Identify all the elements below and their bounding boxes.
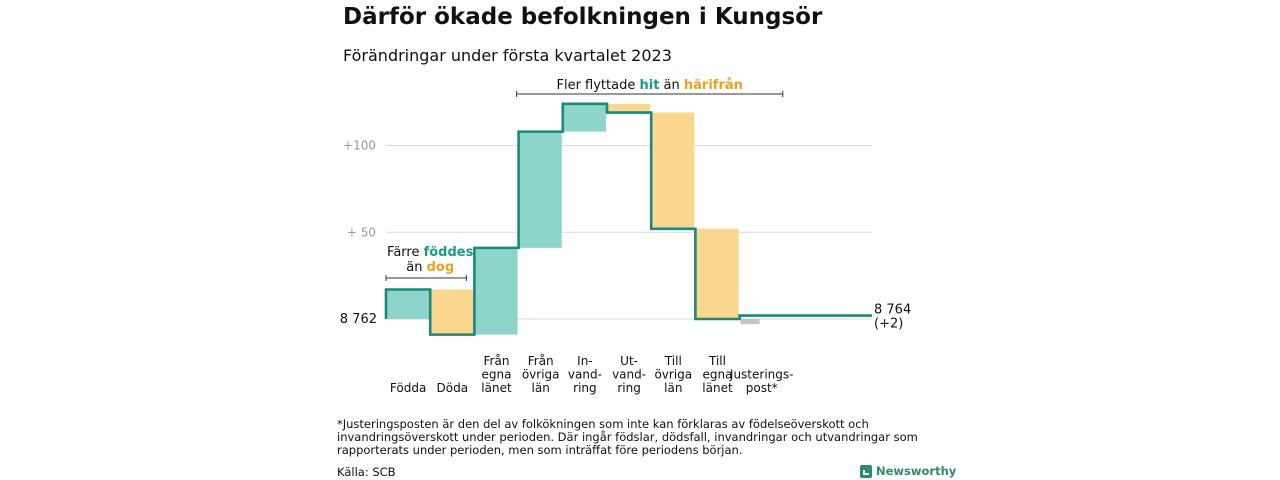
brand-name: Newsworthy: [876, 464, 957, 478]
footnote: *Justeringsposten är den del av folkökni…: [337, 417, 918, 457]
category-label: Från: [528, 354, 554, 368]
category-label: Justerings-: [729, 368, 794, 382]
step-line: [384, 102, 872, 336]
bar-decrease: [652, 112, 695, 229]
category-label: egna: [482, 368, 512, 382]
category-label: ring: [573, 381, 597, 395]
annotation-migration: Fler flyttade hit än härifrån: [556, 78, 742, 93]
y-tick-label: + 50: [347, 225, 376, 239]
annotation-birth-line1: Färre föddes: [387, 245, 474, 260]
category-label: Födda: [390, 381, 426, 395]
bar-adjustment: [740, 319, 760, 325]
category-label: Döda: [437, 381, 469, 395]
newsworthy-logo-icon: [860, 464, 872, 478]
annotation-part: än: [406, 260, 426, 275]
bar-decrease: [696, 228, 739, 319]
gridlines: + 50 +100: [343, 139, 872, 320]
category-label: egna: [703, 368, 733, 382]
bar-increase: [519, 131, 562, 248]
source-note: Källa: SCB: [337, 465, 396, 479]
category-label: Ut-: [620, 354, 638, 368]
bar-increase: [387, 289, 430, 319]
cumulative-line: [384, 102, 872, 336]
bars: [387, 103, 760, 335]
bar-decrease: [431, 289, 474, 335]
category-label: post*: [746, 381, 778, 395]
y-tick-label: +100: [343, 139, 376, 153]
chart-subtitle: Förändringar under första kvartalet 2023: [343, 46, 672, 65]
annotation-part: hit: [639, 78, 659, 93]
start-value-label: 8 762: [340, 312, 377, 327]
category-label: Från: [484, 354, 510, 368]
category-label: vand-: [612, 368, 646, 382]
category-label: länet: [481, 381, 512, 395]
category-label: In-: [577, 354, 592, 368]
annotation-part: Fler flyttade: [556, 78, 639, 93]
category-label: vand-: [568, 368, 602, 382]
category-label: övriga: [654, 368, 692, 382]
category-label: län: [664, 381, 682, 395]
category-label: länet: [702, 381, 733, 395]
annotation-part: Färre: [387, 245, 424, 260]
end-value-label: (+2): [874, 317, 903, 332]
chart-title: Därför ökade befolkningen i Kungsör: [343, 4, 823, 30]
annotation-part: föddes: [424, 245, 474, 260]
bar-decrease: [608, 103, 651, 113]
annotation-part: härifrån: [684, 78, 743, 93]
category-label: Till: [708, 354, 726, 368]
end-value-label: 8 764: [874, 303, 911, 318]
bar-increase: [475, 247, 518, 335]
annotation-part: dog: [427, 260, 455, 275]
category-label: övriga: [522, 368, 560, 382]
brand: Newsworthy: [860, 464, 956, 478]
category-label: län: [532, 381, 550, 395]
annotation-part: än: [659, 78, 683, 93]
annotation-birth-line2: än dog: [406, 260, 454, 275]
category-label: Till: [664, 354, 682, 368]
bar-increase: [563, 103, 606, 132]
category-label: ring: [617, 381, 641, 395]
